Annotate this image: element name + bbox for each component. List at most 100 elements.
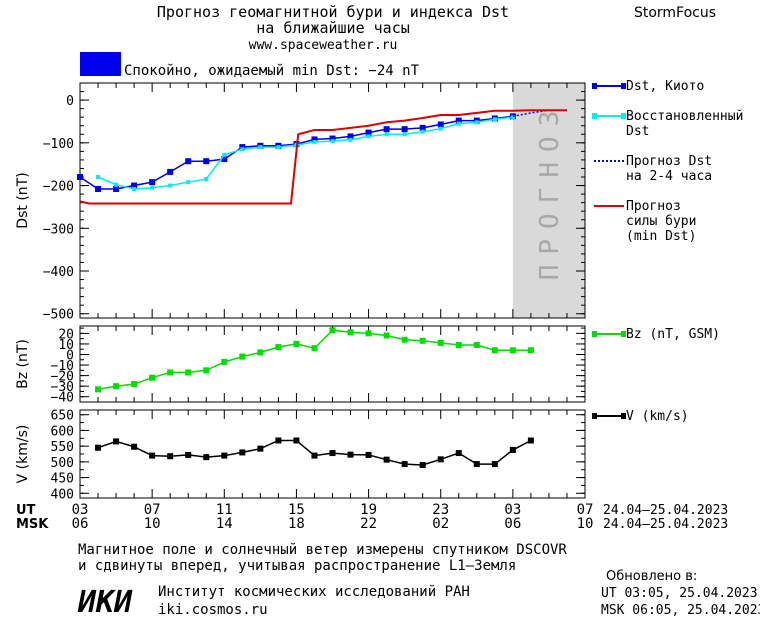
dst-panel: ПРОГНОЗ 0 −100 −200 −300 −400 −500 Dst (nT) Dst,… [15, 79, 743, 323]
data-point [437, 456, 444, 463]
y-tick-label: −40 [51, 391, 74, 406]
data-point [222, 152, 227, 157]
series-line [97, 116, 513, 190]
website-label: www.spaceweather.ru [249, 38, 398, 53]
ut-label: UT [16, 503, 36, 518]
data-point [293, 340, 300, 347]
msk-tick-label: 06 [72, 516, 89, 532]
data-point [132, 186, 137, 191]
legend-marker [621, 413, 626, 419]
y-tick-label: 600 [51, 424, 74, 439]
data-point [311, 345, 318, 352]
y-tick-label: 400 [51, 487, 74, 502]
data-point [77, 174, 83, 180]
institute-name[interactable]: Институт космических исследований РАН [158, 584, 470, 600]
data-point [330, 139, 335, 144]
y-tick-label: 0 [66, 349, 74, 364]
series-line [97, 329, 531, 391]
y-axis-label: Dst (nT) [15, 172, 31, 228]
legend-marker [592, 83, 597, 89]
data-point [348, 137, 353, 142]
legend-label: Прогноз Dst [626, 154, 712, 169]
data-point [275, 437, 282, 444]
data-point [491, 347, 498, 354]
y-axis-label: V (km/s) [15, 425, 31, 484]
data-point [149, 179, 156, 186]
msk-tick-label: 22 [360, 516, 377, 532]
data-point [437, 339, 444, 346]
data-point [239, 353, 246, 360]
data-point [384, 132, 389, 137]
legend-marker [592, 413, 597, 419]
data-point [438, 126, 443, 131]
time-axis: UT MSK 24.04–25.04.2023 24.04–25.04.2023… [16, 502, 728, 532]
data-point [365, 451, 372, 458]
data-point [276, 145, 281, 150]
legend-label: Прогноз [626, 199, 681, 214]
legend-marker [592, 113, 597, 119]
legend-label: Bz (nT, GSM) [626, 327, 720, 342]
data-point [419, 462, 426, 468]
iki-logo: ИКИ [77, 585, 133, 620]
legend-label: Dst [626, 124, 649, 139]
y-tick-label: 650 [51, 409, 74, 424]
institute-site-link[interactable]: iki.cosmos.ru [158, 602, 268, 618]
data-point [203, 454, 210, 461]
ut-tick-label: 03 [504, 502, 521, 518]
y-tick-label: −400 [43, 265, 74, 280]
data-point [167, 168, 174, 175]
data-point [312, 139, 317, 144]
data-point [131, 381, 138, 388]
data-point [527, 347, 534, 354]
legend-label: V (km/s) [626, 409, 689, 424]
y-tick-label: −500 [43, 308, 74, 323]
data-point [185, 158, 192, 165]
legend-label: на 2-4 часа [626, 169, 712, 184]
data-point [311, 136, 318, 143]
y-axis-label: Bz (nT) [15, 339, 31, 389]
legend-marker [621, 113, 626, 119]
ut-tick-label: 19 [360, 502, 377, 518]
ut-tick-label: 03 [72, 502, 89, 518]
legend-marker [592, 331, 597, 337]
footer-note-line-2: и сдвинуты вперед, учитывая распростране… [78, 558, 516, 574]
y-tick-label: −100 [43, 137, 74, 152]
data-point [329, 450, 336, 457]
updated-msk: MSK 06:05, 25.04.2023 [601, 603, 760, 618]
forecast-band-label: ПРОГНОЗ [535, 101, 565, 281]
data-point [311, 452, 318, 459]
data-point [510, 115, 515, 120]
data-point [113, 438, 120, 445]
data-point [113, 383, 120, 390]
data-point [95, 444, 102, 451]
data-point [509, 347, 516, 354]
data-point [185, 369, 192, 376]
data-point [366, 134, 371, 139]
data-point [402, 132, 407, 137]
ut-tick-label: 11 [216, 502, 233, 518]
data-point [204, 177, 209, 182]
data-point [150, 185, 155, 190]
data-point [509, 446, 516, 453]
data-point [365, 129, 372, 136]
date-range-msk: 24.04–25.04.2023 [603, 517, 728, 532]
data-point [167, 369, 174, 376]
y-tick-label: 10 [58, 338, 74, 353]
data-point [329, 135, 336, 142]
y-tick-label: 550 [51, 440, 74, 455]
ut-tick-label: 07 [144, 502, 161, 518]
data-point [203, 367, 210, 374]
updated-ut: UT 03:05, 25.04.2023 [601, 586, 758, 601]
data-point [168, 183, 173, 188]
data-point [383, 456, 390, 463]
ut-tick-label: 07 [577, 502, 594, 518]
data-point [239, 449, 246, 456]
data-point [149, 374, 156, 381]
data-point [240, 147, 245, 152]
data-point [257, 445, 264, 452]
data-point [455, 450, 462, 457]
data-point [401, 336, 408, 343]
